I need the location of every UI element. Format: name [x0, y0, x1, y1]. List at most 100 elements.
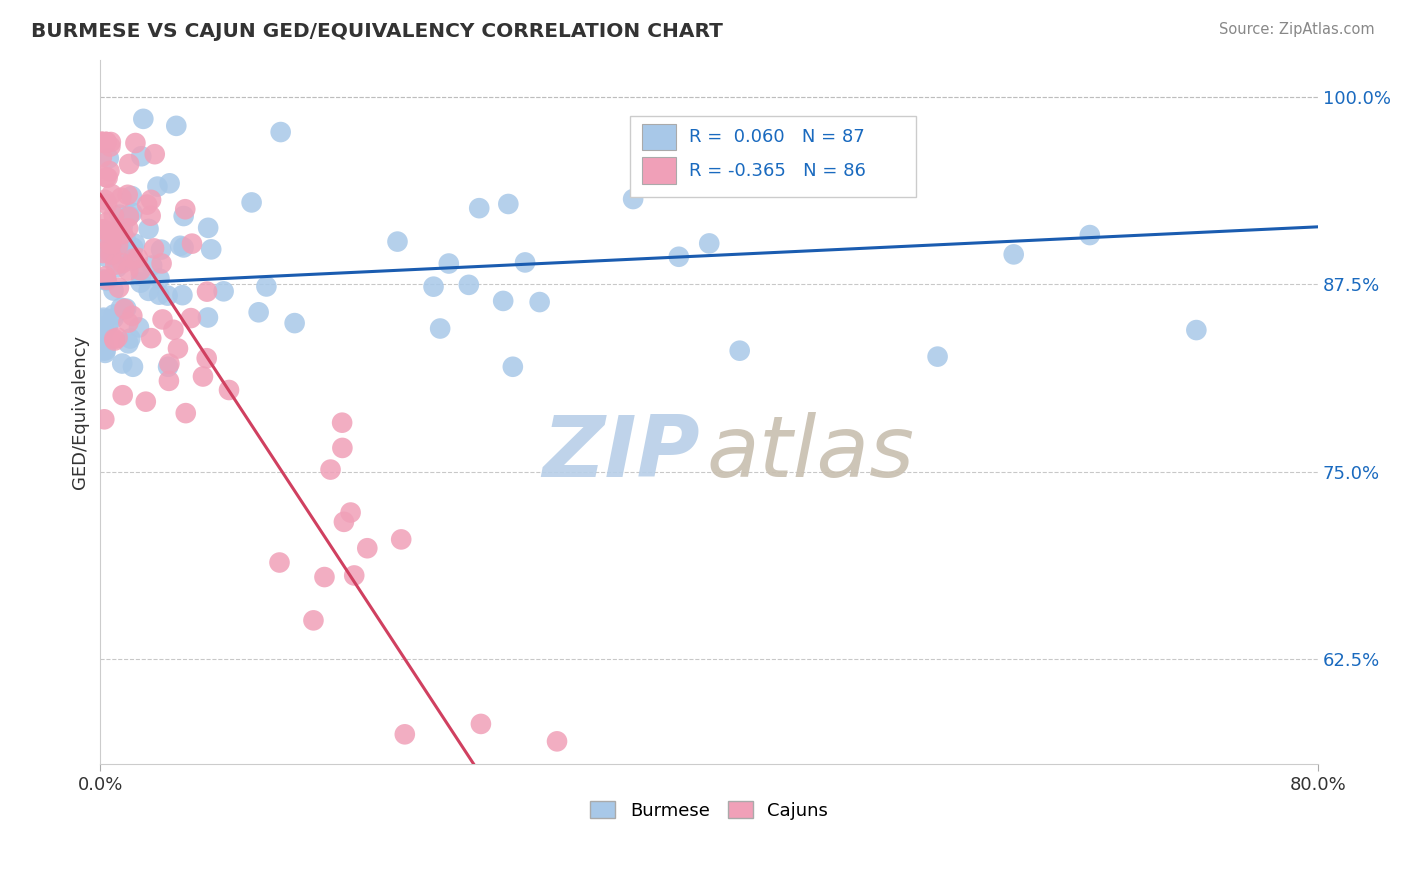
Point [96, 135, 118, 149]
Point [103, 209, 125, 223]
Point [90, 150, 112, 164]
Y-axis label: GED/Equivalency: GED/Equivalency [72, 334, 89, 489]
Point [457, 277, 479, 292]
Point [108, 246, 131, 260]
Point [146, 179, 169, 194]
Point [111, 388, 134, 402]
Point [100, 237, 122, 252]
Point [343, 568, 366, 582]
Point [148, 271, 170, 285]
Point [96, 274, 118, 288]
Point [181, 236, 204, 251]
Point [103, 308, 125, 322]
Point [118, 157, 141, 171]
Point [162, 323, 184, 337]
Point [195, 351, 218, 366]
Point [110, 191, 132, 205]
Point [111, 357, 134, 371]
Point [117, 336, 139, 351]
Point [159, 176, 181, 190]
Point [197, 220, 219, 235]
Point [93, 310, 115, 325]
Point [94, 343, 117, 358]
Point [180, 311, 202, 326]
Point [98, 236, 121, 251]
Point [173, 209, 195, 223]
Point [1002, 247, 1025, 261]
Point [143, 147, 166, 161]
Point [129, 268, 152, 283]
Point [470, 717, 492, 731]
Point [93, 312, 115, 326]
Point [93, 322, 115, 336]
Point [105, 260, 128, 275]
Point [422, 279, 444, 293]
Point [697, 236, 720, 251]
Point [394, 727, 416, 741]
Point [96, 251, 118, 265]
Point [100, 187, 122, 202]
Text: BURMESE VS CAJUN GED/EQUIVALENCY CORRELATION CHART: BURMESE VS CAJUN GED/EQUIVALENCY CORRELA… [31, 22, 723, 41]
Point [93, 412, 115, 426]
Point [96, 197, 118, 211]
Point [93, 243, 115, 257]
FancyBboxPatch shape [643, 158, 676, 185]
Point [114, 301, 136, 316]
Point [138, 222, 160, 236]
Point [110, 301, 132, 315]
Point [94, 346, 117, 360]
Point [139, 209, 162, 223]
Point [339, 506, 361, 520]
Point [114, 232, 136, 246]
Point [150, 256, 173, 270]
Point [621, 192, 644, 206]
Point [332, 441, 354, 455]
Point [502, 359, 524, 374]
Point [437, 256, 460, 270]
Point [122, 241, 145, 255]
Point [117, 263, 139, 277]
Point [103, 311, 125, 326]
Point [174, 406, 197, 420]
Point [104, 258, 127, 272]
Point [247, 305, 270, 319]
Point [104, 334, 127, 348]
Point [254, 279, 277, 293]
Point [100, 226, 122, 240]
Point [141, 331, 163, 345]
Point [93, 336, 115, 351]
Point [135, 394, 157, 409]
Point [191, 369, 214, 384]
Point [141, 259, 163, 273]
Point [98, 164, 121, 178]
Point [302, 613, 325, 627]
Point [117, 221, 139, 235]
Point [91, 246, 114, 260]
Point [156, 288, 179, 302]
Point [115, 301, 138, 316]
Point [91, 135, 114, 149]
Point [212, 285, 235, 299]
Point [121, 189, 143, 203]
Point [122, 359, 145, 374]
Point [94, 269, 117, 284]
Point [728, 343, 751, 358]
Point [167, 342, 190, 356]
Point [100, 139, 122, 153]
Point [101, 227, 124, 241]
Point [111, 219, 134, 234]
Point [284, 316, 307, 330]
Point [93, 222, 115, 236]
Point [111, 227, 134, 241]
Point [218, 383, 240, 397]
Point [240, 195, 263, 210]
Point [138, 284, 160, 298]
Point [94, 170, 117, 185]
Text: atlas: atlas [707, 412, 915, 495]
Point [96, 215, 118, 229]
Point [103, 284, 125, 298]
Point [96, 231, 118, 245]
Point [136, 197, 159, 211]
Point [172, 288, 194, 302]
Point [157, 357, 180, 371]
